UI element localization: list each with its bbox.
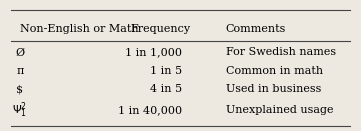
Text: Used in business: Used in business	[226, 84, 321, 94]
Text: Comments: Comments	[226, 24, 286, 34]
Text: Non-English or Math: Non-English or Math	[20, 24, 139, 34]
Text: 1 in 40,000: 1 in 40,000	[118, 105, 182, 115]
Text: $: $	[16, 84, 23, 94]
Text: Unexplained usage: Unexplained usage	[226, 105, 333, 115]
Text: For Swedish names: For Swedish names	[226, 47, 336, 57]
Text: $\Psi_1^2$: $\Psi_1^2$	[12, 100, 27, 120]
Text: 4 in 5: 4 in 5	[150, 84, 182, 94]
Text: Ø: Ø	[15, 47, 25, 57]
Text: 1 in 5: 1 in 5	[150, 66, 182, 76]
Text: π: π	[16, 66, 23, 76]
Text: Frequency: Frequency	[131, 24, 191, 34]
Text: Common in math: Common in math	[226, 66, 323, 76]
Text: 1 in 1,000: 1 in 1,000	[125, 47, 182, 57]
